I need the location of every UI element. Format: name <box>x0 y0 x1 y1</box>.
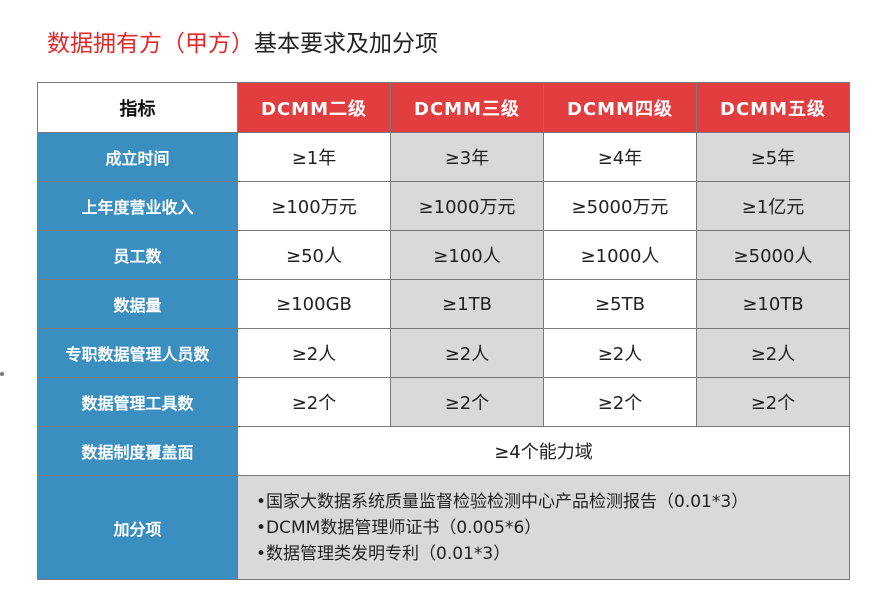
table-cell: ≥1000万元 <box>390 181 544 231</box>
table-cell: ≥5TB <box>543 279 697 329</box>
title-rest: 基本要求及加分项 <box>254 31 438 57</box>
requirements-table: 指标 DCMM二级 DCMM三级 DCMM四级 DCMM五级 成立时间 ≥1年 ≥3… <box>37 82 850 580</box>
table-row-bonus: 加分项 •国家大数据系统质量监督检验检测中心产品检测报告（0.01*3） •DC… <box>37 475 850 580</box>
table-cell: ≥2个 <box>543 377 697 427</box>
table-row: 员工数 ≥50人 ≥100人 ≥1000人 ≥5000人 <box>37 230 850 280</box>
table-cell: ≥100万元 <box>237 181 391 231</box>
coverage-value: ≥4个能力域 <box>237 426 850 476</box>
table-cell: ≥10TB <box>696 279 850 329</box>
table-row: 专职数据管理人员数 ≥2人 ≥2人 ≥2人 ≥2人 <box>37 328 850 378</box>
table-cell: ≥2人 <box>390 328 544 378</box>
header-level-5: DCMM五级 <box>696 82 850 133</box>
table-cell: ≥1年 <box>237 132 391 182</box>
table-cell: ≥100人 <box>390 230 544 280</box>
table-cell: ≥50人 <box>237 230 391 280</box>
table-cell: ≥2个 <box>696 377 850 427</box>
table-cell: ≥2人 <box>237 328 391 378</box>
table-cell: ≥2人 <box>696 328 850 378</box>
table-cell: ≥2个 <box>390 377 544 427</box>
row-label: 成立时间 <box>37 132 238 182</box>
header-level-4: DCMM四级 <box>543 82 697 133</box>
row-label: 数据量 <box>37 279 238 329</box>
bonus-item: •DCMM数据管理师证书（0.005*6） <box>256 517 542 538</box>
row-label: 数据管理工具数 <box>37 377 238 427</box>
bonus-list: •国家大数据系统质量监督检验检测中心产品检测报告（0.01*3） •DCMM数据… <box>237 475 850 580</box>
row-label: 员工数 <box>37 230 238 280</box>
table-cell: ≥5000万元 <box>543 181 697 231</box>
table-cell: ≥1亿元 <box>696 181 850 231</box>
table-row: 成立时间 ≥1年 ≥3年 ≥4年 ≥5年 <box>37 132 850 182</box>
title-highlight: 数据拥有方（甲方） <box>47 31 254 57</box>
table-row: 数据量 ≥100GB ≥1TB ≥5TB ≥10TB <box>37 279 850 329</box>
table-cell: ≥100GB <box>237 279 391 329</box>
table-cell: ≥1TB <box>390 279 544 329</box>
table-cell: ≥5年 <box>696 132 850 182</box>
table-cell: ≥2人 <box>543 328 697 378</box>
edge-mark <box>0 372 4 376</box>
header-level-2: DCMM二级 <box>237 82 391 133</box>
bonus-item: •国家大数据系统质量监督检验检测中心产品检测报告（0.01*3） <box>256 491 749 512</box>
table-cell: ≥2个 <box>237 377 391 427</box>
table-row-coverage: 数据制度覆盖面 ≥4个能力域 <box>37 426 850 476</box>
row-label: 上年度营业收入 <box>37 181 238 231</box>
bonus-item: •数据管理类发明专利（0.01*3） <box>256 543 511 564</box>
row-label: 专职数据管理人员数 <box>37 328 238 378</box>
table-row: 上年度营业收入 ≥100万元 ≥1000万元 ≥5000万元 ≥1亿元 <box>37 181 850 231</box>
row-label: 数据制度覆盖面 <box>37 426 238 476</box>
table-row: 数据管理工具数 ≥2个 ≥2个 ≥2个 ≥2个 <box>37 377 850 427</box>
table-header-row: 指标 DCMM二级 DCMM三级 DCMM四级 DCMM五级 <box>37 82 850 133</box>
page-title: 数据拥有方（甲方）基本要求及加分项 <box>47 28 438 60</box>
header-indicator: 指标 <box>37 82 238 133</box>
row-label: 加分项 <box>37 475 238 580</box>
table-cell: ≥5000人 <box>696 230 850 280</box>
header-level-3: DCMM三级 <box>390 82 544 133</box>
table-cell: ≥4年 <box>543 132 697 182</box>
table-cell: ≥1000人 <box>543 230 697 280</box>
table-cell: ≥3年 <box>390 132 544 182</box>
